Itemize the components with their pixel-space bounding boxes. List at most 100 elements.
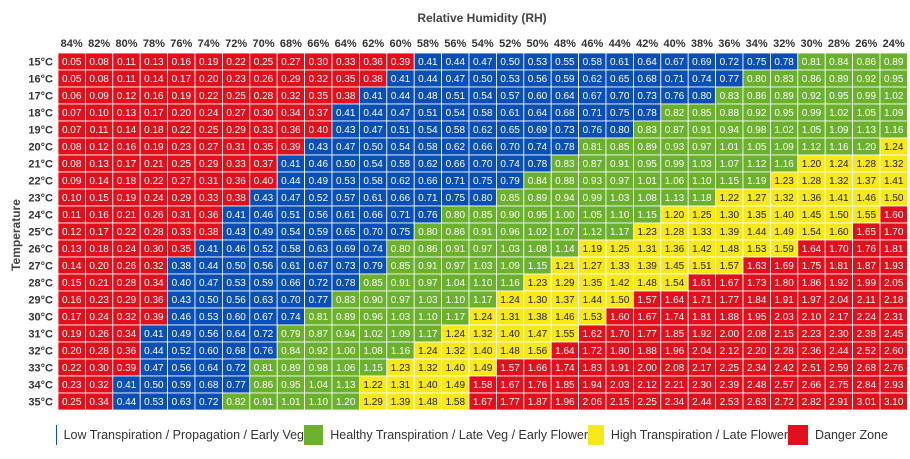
cell-value: 0.74 [692,74,712,85]
cell-value: 1.91 [774,295,794,306]
cell-value: 0.15 [89,193,109,204]
cell-value: 0.27 [199,142,219,153]
cell-value: 1.29 [555,278,575,289]
cell-value: 2.75 [829,380,849,391]
cell-value: 0.38 [336,91,356,102]
cell-value: 0.57 [336,193,356,204]
cell-value: 1.37 [857,176,877,187]
cell-value: 0.83 [555,159,575,170]
cell-value: 1.02 [884,91,904,102]
cell-value: 0.21 [144,159,164,170]
cell-value: 1.41 [829,193,849,204]
cell-value: 0.86 [802,74,822,85]
column-label: 70% [252,38,274,50]
cell-value: 0.12 [89,142,109,153]
legend-item-high: High Transpiration / Late Flower [588,425,788,445]
cell-value: 0.70 [363,227,383,238]
cell-value: 0.50 [336,159,356,170]
cell-value: 0.63 [309,244,329,255]
cell-value: 1.15 [363,363,383,374]
cell-value: 1.13 [336,380,356,391]
cell-value: 0.22 [172,125,192,136]
cell-value: 1.65 [857,227,877,238]
cell-value: 1.76 [528,380,548,391]
cell-value: 1.30 [528,295,548,306]
cell-value: 1.49 [774,227,794,238]
row-label: 33°C [28,363,53,375]
cell-value: 0.29 [199,159,219,170]
cell-value: 0.64 [637,57,657,68]
column-label: 72% [225,38,247,50]
cell-value: 1.45 [665,261,685,272]
cell-value: 1.96 [555,397,575,408]
cell-value: 0.98 [747,125,767,136]
cell-value: 0.92 [309,346,329,357]
cell-value: 0.33 [199,193,219,204]
cell-value: 0.50 [226,261,246,272]
cell-value: 1.48 [637,278,657,289]
cell-value: 1.00 [336,346,356,357]
cell-value: 0.62 [446,142,466,153]
column-label: 60% [389,38,411,50]
cell-value: 1.67 [500,380,520,391]
cell-value: 1.00 [555,210,575,221]
cell-value: 1.09 [500,261,520,272]
cell-value: 1.05 [747,142,767,153]
cell-value: 1.81 [884,244,904,255]
row-label: 24°C [28,210,53,222]
cell-value: 1.08 [363,346,383,357]
cell-value: 1.32 [473,329,493,340]
cell-value: 0.81 [254,363,274,374]
cell-value: 2.57 [774,380,794,391]
cell-value: 0.18 [144,125,164,136]
cell-value: 1.46 [555,312,575,323]
cell-value: 0.50 [199,295,219,306]
cell-value: 1.54 [802,227,822,238]
cell-value: 2.36 [802,346,822,357]
cell-value: 0.10 [89,108,109,119]
cell-value: 0.31 [172,210,192,221]
cell-value: 1.08 [637,193,657,204]
cell-value: 0.26 [254,74,274,85]
cell-value: 1.97 [802,295,822,306]
cell-value: 1.20 [336,397,356,408]
column-label: 64% [335,38,357,50]
cell-value: 0.95 [829,91,849,102]
cell-value: 0.19 [199,57,219,68]
cell-value: 1.66 [528,363,548,374]
cell-value: 1.03 [692,159,712,170]
cell-value: 0.14 [89,176,109,187]
cell-value: 0.79 [500,176,520,187]
cell-value: 0.38 [226,193,246,204]
cell-value: 1.51 [692,261,712,272]
cell-value: 0.73 [637,91,657,102]
cell-value: 1.23 [391,363,411,374]
cell-value: 0.59 [309,227,329,238]
cell-value: 1.36 [802,193,822,204]
cell-value: 0.92 [802,91,822,102]
cell-value: 0.80 [692,91,712,102]
cell-value: 1.44 [583,295,603,306]
cell-value: 1.32 [774,193,794,204]
cell-value: 1.92 [692,329,712,340]
column-label: 50% [526,38,548,50]
cell-value: 0.66 [391,193,411,204]
cell-value: 1.53 [747,244,767,255]
cell-value: 0.64 [555,91,575,102]
cell-value: 0.17 [144,108,164,119]
cell-value: 0.27 [281,57,301,68]
cell-value: 1.10 [418,312,438,323]
cell-value: 2.66 [802,380,822,391]
cell-value: 0.47 [391,108,411,119]
cell-value: 1.27 [583,261,603,272]
cell-value: 1.22 [720,193,740,204]
cell-value: 0.17 [89,227,109,238]
cell-value: 0.26 [89,329,109,340]
cell-value: 1.71 [692,295,712,306]
cell-value: 1.15 [637,210,657,221]
cell-value: 0.08 [62,159,82,170]
cell-value: 0.83 [637,125,657,136]
cell-value: 1.03 [391,312,411,323]
cell-value: 1.88 [720,312,740,323]
row-label: 27°C [28,261,53,273]
